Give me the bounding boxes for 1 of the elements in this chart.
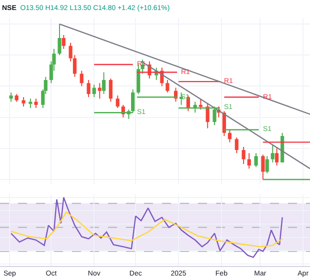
candlestick: [22, 96, 26, 107]
